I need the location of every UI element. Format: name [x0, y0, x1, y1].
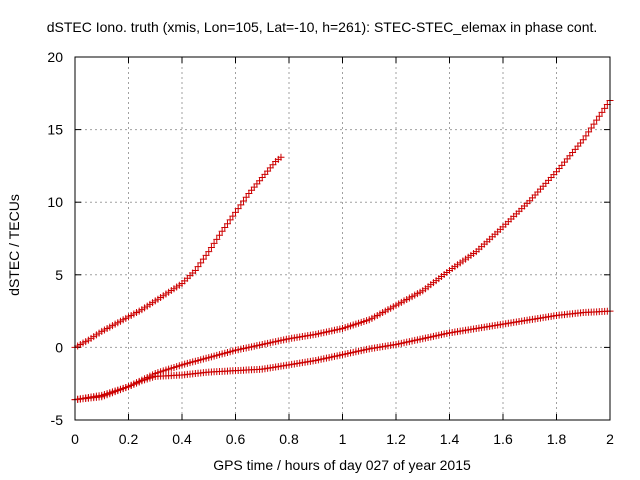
- data-point: [223, 220, 231, 228]
- x-axis-label: GPS time / hours of day 027 of year 2015: [213, 457, 471, 473]
- data-point: [199, 255, 207, 263]
- data-point: [194, 263, 202, 271]
- data-point: [237, 201, 245, 209]
- y-tick-label: 5: [55, 267, 63, 283]
- data-point: [242, 193, 250, 201]
- x-tick-label: 0.2: [119, 431, 139, 447]
- y-axis-tick-labels: -5 0 5 10 15 20: [47, 49, 63, 428]
- y-tick-label: -5: [51, 412, 64, 428]
- plot-frame: [74, 56, 611, 421]
- x-tick-label: 1.4: [440, 431, 460, 447]
- x-tick-label: 1.6: [493, 431, 513, 447]
- data-point: [234, 205, 242, 213]
- x-tick-label: 1.2: [386, 431, 406, 447]
- data-point: [221, 223, 229, 231]
- y-axis-label: dSTEC / TECUs: [6, 194, 22, 296]
- data-point: [595, 112, 603, 120]
- y-tick-label: 10: [47, 194, 63, 210]
- data-point: [240, 197, 248, 205]
- y-tick-label: 20: [47, 49, 63, 65]
- data-point: [232, 208, 239, 216]
- data-point: [598, 108, 606, 116]
- y-tick-label: 15: [47, 122, 63, 138]
- data-point: [277, 153, 285, 161]
- x-tick-label: 0.4: [172, 431, 192, 447]
- x-tick-label: 2: [606, 431, 614, 447]
- series-3: [71, 307, 614, 404]
- x-tick-label: 0: [71, 431, 79, 447]
- data-point: [213, 235, 221, 243]
- x-tick-label: 0.6: [226, 431, 246, 447]
- data-point: [579, 136, 587, 144]
- y-tick-label: 0: [55, 339, 63, 355]
- data-point: [593, 116, 601, 124]
- data-point: [207, 244, 215, 252]
- data-point: [215, 231, 223, 239]
- x-tick-label: 1.8: [547, 431, 567, 447]
- data-point: [226, 216, 234, 224]
- data-point: [601, 104, 609, 112]
- chart-title: dSTEC Iono. truth (xmis, Lon=105, Lat=-1…: [47, 19, 598, 35]
- data-point: [218, 227, 226, 235]
- grid-lines: [75, 57, 610, 420]
- data-point: [590, 120, 598, 128]
- data-points: [71, 97, 614, 404]
- series-1: [71, 153, 285, 351]
- data-point: [587, 124, 595, 132]
- data-point: [210, 239, 218, 247]
- data-point: [191, 266, 199, 274]
- data-point: [205, 248, 213, 256]
- x-tick-label: 0.8: [279, 431, 299, 447]
- data-point: [202, 251, 210, 259]
- data-point: [585, 128, 593, 136]
- axis-ticks: [74, 56, 611, 421]
- x-tick-label: 1: [339, 431, 347, 447]
- data-point: [197, 259, 205, 267]
- data-point: [582, 132, 590, 140]
- x-axis-tick-labels: 0 0.2 0.4 0.6 0.8 1 1.2 1.4 1.6 1.8 2: [71, 431, 614, 447]
- data-point: [229, 212, 237, 220]
